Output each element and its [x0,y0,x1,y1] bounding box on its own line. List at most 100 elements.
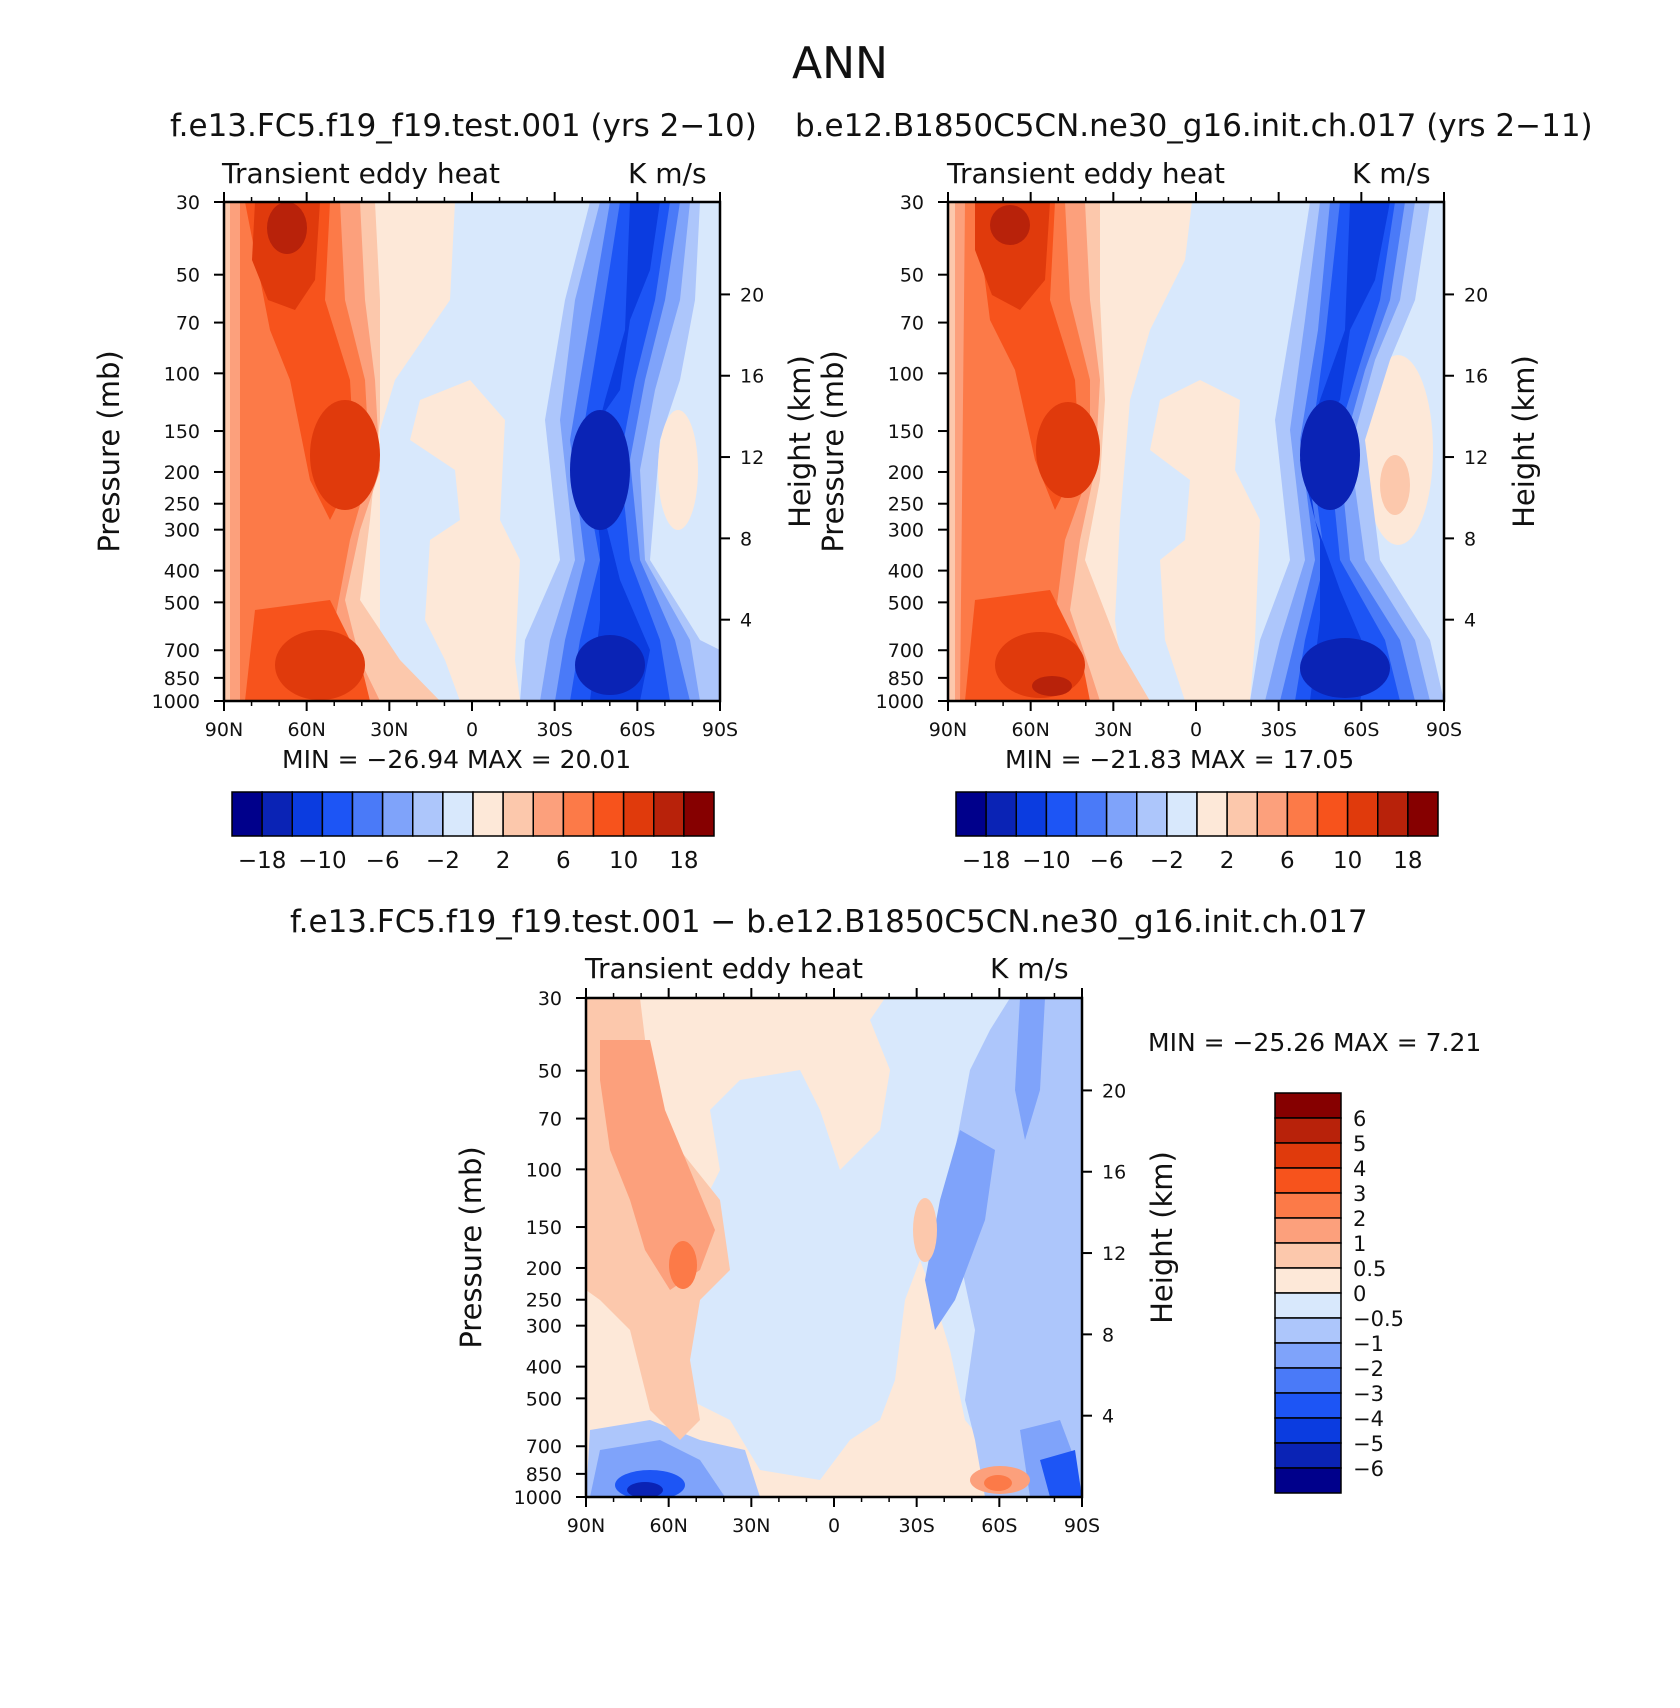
diff-colorbar-label: −5 [1353,1432,1384,1456]
panel2-y-tick-label: 1000 [876,691,924,713]
diff-y-tick-label: 150 [526,1217,562,1239]
panel2-colorbar-swatch [1256,791,1289,837]
diff-colorbar-swatch [1274,1367,1342,1394]
diff-colorbar-swatch [1274,1242,1342,1269]
panel2-x-tick-label: 60N [1011,719,1049,741]
panel2-colorbar-label: 2 [1220,848,1235,874]
panel2-y2-tick-label: 16 [1464,366,1488,388]
panel1-y2-tick-label: 16 [740,366,764,388]
panel1-colorbar-label: −10 [298,848,347,874]
panel1-y2-tick-label: 20 [740,284,764,306]
panel2-colorbar: −18 −10 −6 −2 2 6 10 18 [955,791,1439,874]
diff-colorbar-swatch [1274,1117,1342,1144]
panel2-y-tick-label: 300 [888,520,924,542]
diff-x-tick-label: 30S [899,1515,935,1537]
panel1-y-tick-label: 70 [176,313,200,335]
panel1-x-tick-label: 30N [370,719,408,741]
diff-colorbar-label: −2 [1353,1357,1384,1381]
diff-variable-label: Transient eddy heat [585,952,863,985]
diff-colorbar-swatch [1274,1392,1342,1419]
panel2-colorbar-swatch [1377,791,1409,837]
diff-x-tick-label: 0 [828,1515,840,1537]
panel2-colorbar-swatch [1136,791,1168,837]
panel1-colorbar-label: −18 [238,848,287,874]
panel2-colorbar-swatch [1316,791,1349,837]
panel1-y2-tick-label: 8 [740,528,752,550]
diff-y-tick-label: 850 [526,1464,562,1486]
diff-y-tick-label: 50 [538,1061,562,1083]
panel2-colorbar-label: 10 [1333,848,1362,874]
panel1-colorbar-swatch [412,791,444,837]
panel2-variable-label: Transient eddy heat [947,157,1225,190]
diff-colorbar-swatch [1274,1442,1342,1469]
diff-x-tick-label: 90S [1064,1515,1100,1537]
panel1-y-tick-label: 400 [164,561,200,583]
diff-colorbar-swatch [1274,1142,1342,1169]
panel2-y2-axis-title: Height (km) [1507,355,1541,528]
panel1-colorbar-label: 18 [669,848,698,874]
panel2-x-tick-label: 30N [1094,719,1132,741]
diff-y2-tick-label: 12 [1102,1243,1126,1265]
panel1-y-tick-label: 100 [164,363,200,385]
panel1-variable-label: Transient eddy heat [222,157,500,190]
panel2-colorbar-swatch [1286,791,1319,837]
panel2-colorbar-swatch [1196,791,1228,837]
panel2-colorbar-label: −2 [1150,848,1184,874]
panel1-x-tick-label: 30S [537,719,573,741]
diff-plot-area [586,998,1082,1497]
panel2-colorbar-swatch [1226,791,1258,837]
diff-y-tick-label: 500 [526,1388,562,1410]
panel1-y2-tick-label: 4 [740,610,752,632]
diff-y2-axis-title: Height (km) [1145,1151,1179,1324]
diff-y-axis-title: Pressure (mb) [454,1146,488,1348]
panel2-y-tick-label: 250 [888,494,924,516]
panel2-y-axis-title: Pressure (mb) [816,350,850,552]
panel2-y-tick-label: 100 [888,363,924,385]
diff-x-tick-label: 60S [981,1515,1017,1537]
panel2-colorbar-swatch [1075,791,1108,837]
diff-colorbar-label: 2 [1353,1207,1366,1231]
diff-y-tick-label: 700 [526,1436,562,1458]
diff-y-tick-label: 200 [526,1258,562,1280]
panel2-colorbar-label: −10 [1022,848,1071,874]
diff-colorbar-label: −0.5 [1353,1307,1404,1331]
diff-colorbar-swatch [1274,1267,1342,1294]
panel2-y-tick-label: 500 [888,592,924,614]
panel2-x-tick-label: 90S [1426,719,1462,741]
diff-colorbar-label: 0.5 [1353,1257,1386,1281]
panel1-colorbar: −18 −10 −6 −2 2 6 10 18 [231,791,715,874]
panel1-y-tick-label: 200 [164,462,200,484]
panel1-colorbar-label: 2 [496,848,511,874]
diff-y2-tick-label: 4 [1102,1406,1114,1428]
panel1-title: f.e13.FC5.f19_f19.test.001 (yrs 2−10) [170,108,757,144]
panel1-y-tick-label: 50 [176,265,200,287]
diff-colorbar-label: 0 [1353,1282,1366,1306]
diff-y2-tick-label: 20 [1102,1080,1126,1102]
panel2-x-tick-label: 60S [1343,719,1379,741]
panel1-units-label: K m/s [628,157,707,190]
diff-colorbar-swatch [1274,1092,1342,1119]
diff-colorbar-label: −4 [1353,1407,1384,1431]
panel1-colorbar-swatch [562,791,595,837]
panel2-colorbar-swatch [1045,791,1078,837]
panel2-colorbar-label: 6 [1280,848,1295,874]
panel2-colorbar-swatch [1105,791,1138,837]
diff-x-tick-label: 60N [649,1515,687,1537]
diff-y-tick-label: 250 [526,1290,562,1312]
panel2-title: b.e12.B1850C5CN.ne30_g16.init.ch.017 (yr… [795,108,1593,144]
panel2-colorbar-swatch [985,791,1017,837]
panel2-axes: 90N 60N 30N 0 30S 60S 90S 30 50 70 100 150 200 250 300… [816,192,1541,741]
diff-y-tick-label: 70 [538,1109,562,1131]
diff-colorbar-swatch [1274,1317,1342,1344]
panel1-x-tick-label: 0 [466,719,478,741]
panel2-x-tick-label: 0 [1190,719,1202,741]
panel1-y-tick-label: 500 [164,592,200,614]
panel1-colorbar-swatch [472,791,504,837]
panel1-x-tick-label: 60N [287,719,325,741]
panel2-y-tick-label: 850 [888,668,924,690]
diff-colorbar-label: −1 [1353,1332,1384,1356]
diff-y2-tick-label: 8 [1102,1324,1114,1346]
panel1-colorbar-swatch [321,791,354,837]
